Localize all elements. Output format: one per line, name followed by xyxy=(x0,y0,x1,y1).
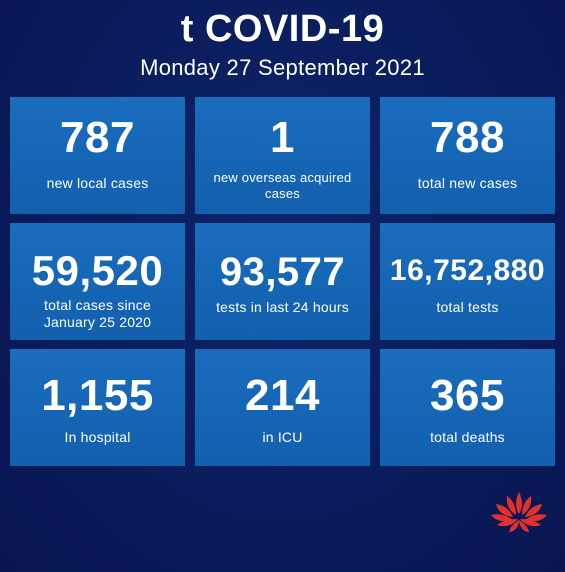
stat-tile-new-overseas-cases: 1 new overseas acquired cases xyxy=(195,97,370,214)
stat-value: 1,155 xyxy=(41,371,154,420)
stat-label: in ICU xyxy=(262,429,303,445)
stat-tile-in-icu: 214 in ICU xyxy=(195,349,370,466)
page-title: t COVID-19 xyxy=(180,8,385,50)
stat-label: In hospital xyxy=(64,429,131,445)
stat-tile-total-new-cases: 788 total new cases xyxy=(380,97,555,214)
stat-tile-tests-24h: 93,577 tests in last 24 hours xyxy=(195,223,370,340)
stat-label: new local cases xyxy=(46,175,149,191)
stat-value: 787 xyxy=(60,113,135,162)
stat-label: new overseas acquired cases xyxy=(195,170,370,202)
stat-label: total tests xyxy=(436,299,499,315)
stat-label-line: January 25 2020 xyxy=(43,314,152,330)
stat-label: total new cases xyxy=(417,175,518,191)
waratah-logo-icon xyxy=(487,488,551,536)
stat-value: 16,752,880 xyxy=(389,254,546,287)
stat-tile-total-tests: 16,752,880 total tests xyxy=(380,223,555,340)
stat-value: 365 xyxy=(430,371,505,420)
stat-label: total deaths xyxy=(430,429,505,445)
stat-label: tests in last 24 hours xyxy=(216,299,349,315)
stat-value: 59,520 xyxy=(31,247,164,294)
stat-tile-total-cases: 59,520 total cases since January 25 2020 xyxy=(10,223,185,340)
stat-value: 1 xyxy=(270,113,295,162)
stat-value: 214 xyxy=(245,371,320,420)
stat-label-line: total cases since xyxy=(44,297,151,313)
stat-value: 788 xyxy=(430,113,505,162)
stats-grid: 787 new local cases 1 new overseas acqui… xyxy=(10,97,555,467)
stat-label-line: cases xyxy=(265,186,300,201)
stat-tile-total-deaths: 365 total deaths xyxy=(380,349,555,466)
stat-tile-new-local-cases: 787 new local cases xyxy=(10,97,185,214)
stat-label-line: new overseas acquired xyxy=(213,170,352,185)
report-date: Monday 27 September 2021 xyxy=(140,55,425,80)
stat-tile-in-hospital: 1,155 In hospital xyxy=(10,349,185,466)
stat-value: 93,577 xyxy=(219,250,346,294)
stat-label: total cases since January 25 2020 xyxy=(10,297,185,331)
